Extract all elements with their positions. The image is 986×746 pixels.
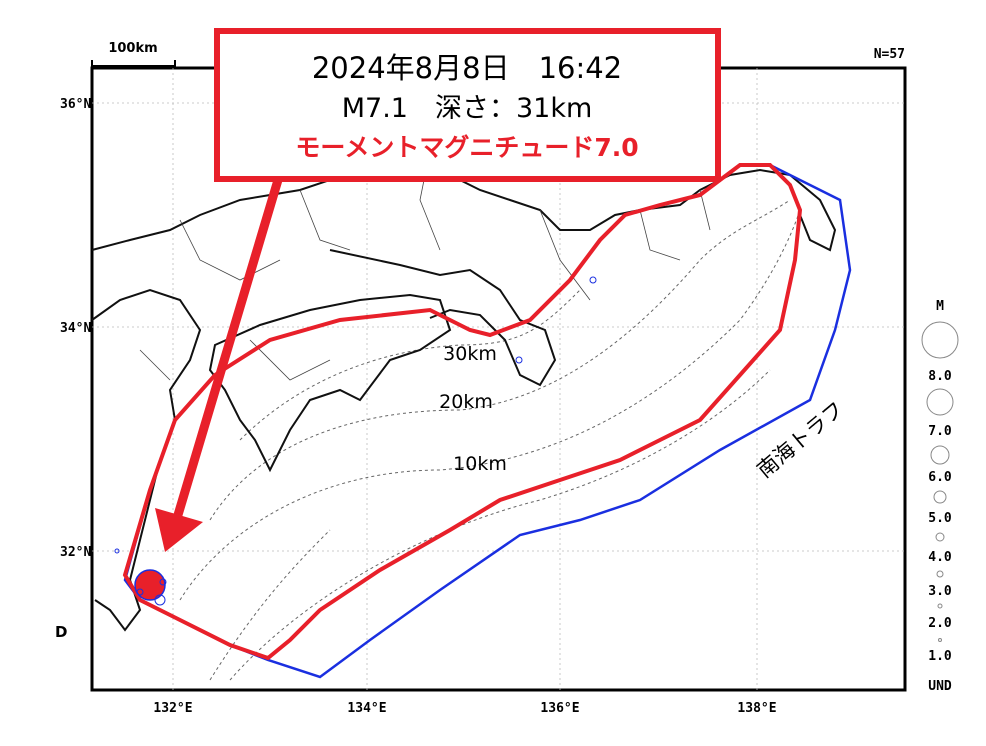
legend-symbol (921, 321, 959, 359)
callout: 2024年8月8日 16:42 M7.1 深さ：31km モーメントマグニチュー… (155, 28, 721, 552)
legend-label: 1.0 (928, 649, 952, 664)
lon-label: 132°E (153, 701, 192, 716)
legend-symbol (933, 490, 947, 504)
depth-contour (209, 529, 331, 681)
legend-symbol (938, 638, 942, 642)
legend: M 8.0 7.0 6.0 5.0 4.0 3.0 2.0 1.0 UND (921, 299, 959, 694)
depth-label: 20km (439, 391, 493, 413)
contours (179, 199, 801, 681)
legend-symbol (930, 445, 950, 465)
source-region-outline (122, 163, 803, 661)
aftershock (154, 594, 166, 606)
coastline-shikoku (208, 293, 452, 473)
legend-label: UND (928, 679, 952, 694)
lat-label: 32°N (60, 545, 91, 560)
coastline-kii (329, 249, 557, 387)
depth-contour (209, 199, 791, 521)
lon-label: 138°E (737, 701, 776, 716)
aftershock (589, 276, 597, 284)
legend-label: 3.0 (928, 584, 952, 599)
panel-label: D (55, 623, 67, 641)
count-label: N=57 (874, 47, 905, 62)
depth-label: 10km (453, 453, 507, 475)
legend-label: 8.0 (928, 369, 952, 384)
depth-contour (229, 369, 771, 681)
aftershock (136, 588, 144, 596)
lon-label: 136°E (540, 701, 579, 716)
callout-magnitude: M7.1 深さ：31km (342, 93, 593, 124)
depth-contour (239, 289, 581, 441)
callout-arrowhead (155, 508, 203, 552)
legend-label: 7.0 (928, 424, 952, 439)
legend-label: 2.0 (928, 616, 952, 631)
aftershock (114, 548, 120, 554)
legend-symbol (935, 532, 945, 542)
lon-label: 134°E (347, 701, 386, 716)
depth-contour (179, 209, 801, 601)
scale-line (91, 60, 176, 67)
scale-label: 100km (108, 41, 157, 56)
legend-label: 5.0 (928, 511, 952, 526)
prefecture-borders (139, 149, 711, 381)
aftershock (515, 356, 523, 364)
lat-label: 36°N (60, 97, 91, 112)
callout-box (214, 28, 721, 182)
epicenters (114, 276, 597, 606)
aftershock (159, 578, 167, 586)
callout-moment-magnitude: モーメントマグニチュード7.0 (295, 133, 638, 162)
callout-date: 2024年8月8日 16:42 (312, 51, 622, 85)
legend-label: 4.0 (928, 550, 952, 565)
legend-title: M (936, 299, 944, 314)
scale-bar: 100km (91, 41, 176, 67)
legend-symbol (936, 570, 944, 578)
legend-symbol (937, 603, 943, 609)
callout-arrow (173, 178, 283, 517)
lat-label: 34°N (60, 321, 91, 336)
depth-label: 30km (443, 343, 497, 365)
legend-label: 6.0 (928, 470, 952, 485)
legend-symbol (926, 388, 954, 416)
